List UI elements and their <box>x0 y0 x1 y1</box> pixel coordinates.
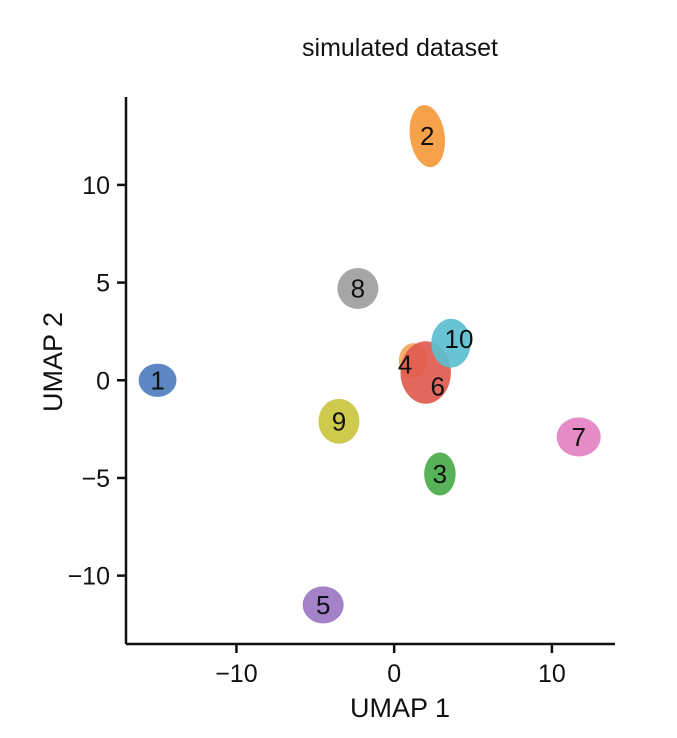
y-axis-ticks: −10 −5 0 5 10 <box>68 172 126 591</box>
cluster-10-points <box>431 318 471 368</box>
y-tick-label: −5 <box>81 465 110 493</box>
cluster-6-label: 6 <box>430 371 444 401</box>
cluster-7-label: 7 <box>571 422 585 452</box>
y-tick-label: 5 <box>96 270 110 298</box>
chart-title: simulated dataset <box>302 34 498 62</box>
y-tick-label: −10 <box>68 563 110 591</box>
cluster-4-label: 4 <box>398 350 412 380</box>
cluster-8-label: 8 <box>351 273 365 303</box>
y-tick-label: 10 <box>82 172 110 200</box>
cluster-9-points <box>318 398 360 444</box>
cluster-9-label: 9 <box>332 406 346 436</box>
x-tick-label: 0 <box>387 660 401 688</box>
y-tick-label: 0 <box>96 367 110 395</box>
cluster-3-points <box>424 452 456 496</box>
cluster-8-points <box>337 267 379 309</box>
y-axis-label: UMAP 2 <box>38 312 68 412</box>
cluster-7-points <box>556 417 601 457</box>
cluster-5-points <box>302 586 344 624</box>
cluster-1-points <box>138 363 177 397</box>
x-tick-label: −10 <box>215 660 257 688</box>
x-axis-label: UMAP 1 <box>350 693 450 723</box>
cluster-labels: 1 2 3 4 5 6 7 8 9 10 <box>150 121 586 620</box>
cluster-1-label: 1 <box>150 365 164 395</box>
cluster-10-label: 10 <box>444 324 473 354</box>
x-tick-label: 10 <box>538 660 566 688</box>
cluster-points <box>138 105 601 624</box>
cluster-2-label: 2 <box>420 121 434 151</box>
cluster-2-points <box>409 105 446 168</box>
cluster-3-label: 3 <box>433 459 447 489</box>
cluster-5-label: 5 <box>316 590 330 620</box>
x-axis-ticks: −10 0 10 <box>215 644 566 688</box>
